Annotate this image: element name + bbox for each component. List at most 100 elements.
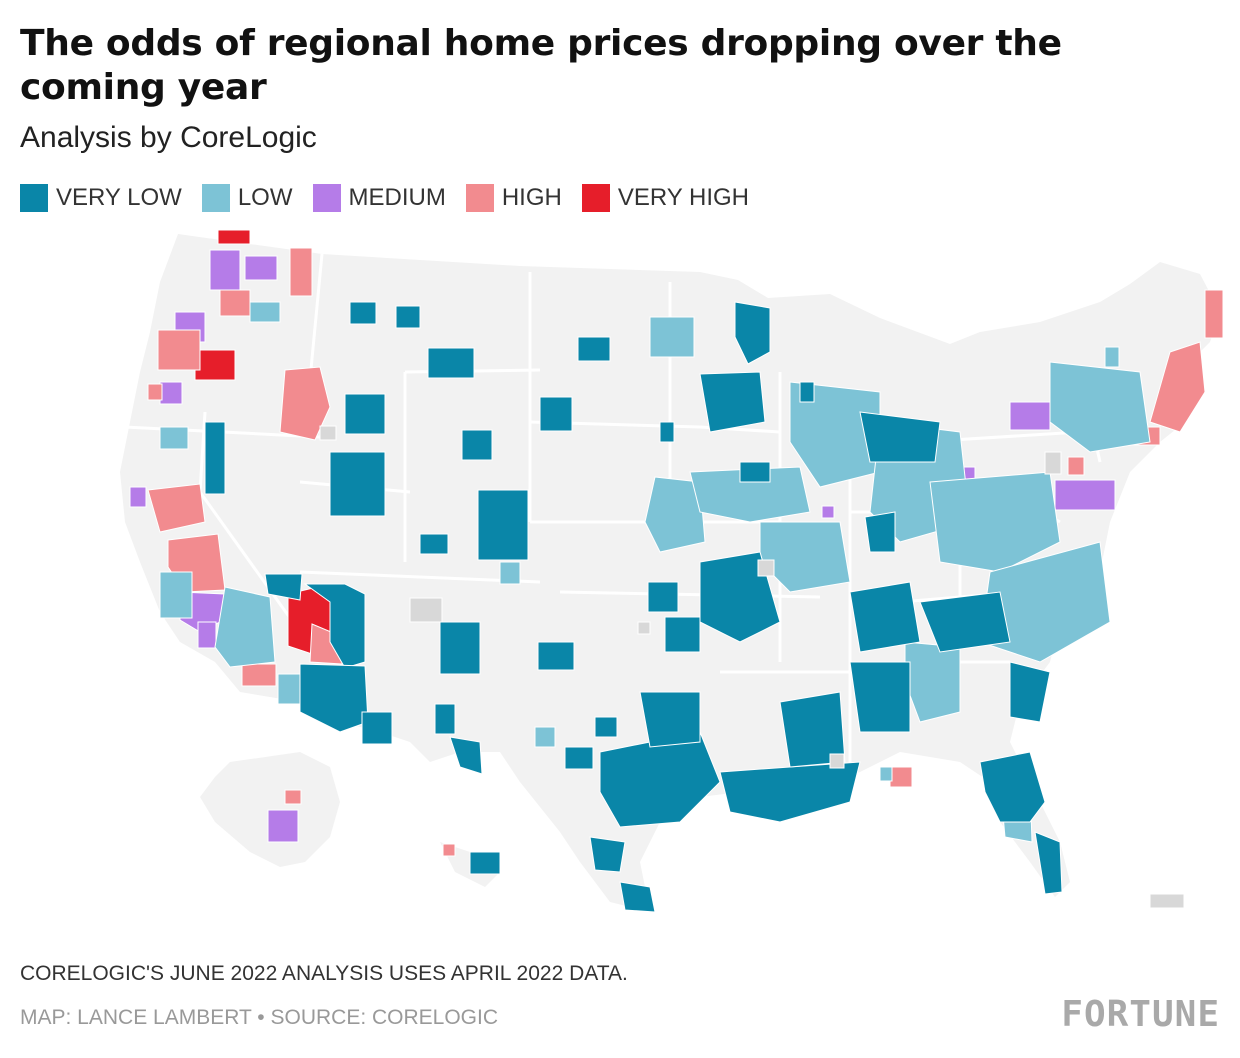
metro-very-low xyxy=(594,716,618,738)
metro-medium xyxy=(209,249,241,291)
metro-no-data xyxy=(757,559,775,577)
metro-very-high xyxy=(217,229,251,245)
metro-very-low xyxy=(539,396,573,432)
metro-very-low xyxy=(919,591,1011,653)
legend-label: VERY LOW xyxy=(56,184,182,211)
metro-low xyxy=(159,571,193,619)
metro-medium xyxy=(1009,401,1051,431)
legend-item-low: LOW xyxy=(201,184,293,212)
metro-high xyxy=(279,366,331,441)
legend-item-medium: MEDIUM xyxy=(312,184,446,212)
metro-no-data xyxy=(409,597,443,623)
legend-label: VERY HIGH xyxy=(617,184,749,211)
metro-high xyxy=(157,329,201,371)
metro-low xyxy=(499,561,521,585)
legend-swatch xyxy=(465,184,494,212)
metro-very-low xyxy=(734,301,771,365)
legend-item-very-low: VERY LOW xyxy=(20,184,182,212)
legend-swatch xyxy=(201,184,230,212)
metro-low xyxy=(689,466,811,523)
metro-low xyxy=(159,426,189,450)
chart-subtitle: Analysis by CoreLogic xyxy=(20,121,317,154)
metro-low xyxy=(214,586,276,668)
metro-high xyxy=(1149,341,1206,433)
metro-low xyxy=(929,471,1061,573)
legend-swatch xyxy=(581,184,610,212)
metro-very-low xyxy=(564,746,594,770)
metro-very-low xyxy=(1034,831,1063,895)
metro-very-low xyxy=(799,381,815,403)
metro-very-low xyxy=(979,751,1046,823)
chart-title: The odds of regional home prices droppin… xyxy=(20,23,1062,108)
metro-no-data xyxy=(1149,893,1185,909)
metro-very-low xyxy=(344,393,386,435)
legend-swatch xyxy=(20,184,48,212)
metro-no-data xyxy=(1044,451,1062,475)
metro-medium xyxy=(159,381,183,405)
metro-very-low xyxy=(659,421,675,443)
metro-very-low xyxy=(577,336,611,362)
metro-very-low xyxy=(449,736,483,775)
metro-very-low xyxy=(427,347,475,379)
metro-very-low xyxy=(434,703,456,735)
metro-high xyxy=(889,766,913,788)
metro-very-low xyxy=(461,429,493,461)
metro-no-data xyxy=(637,621,651,635)
legend-label: HIGH xyxy=(501,184,562,211)
metro-very-low xyxy=(619,881,656,913)
metro-no-data xyxy=(829,753,845,769)
metro-medium xyxy=(267,809,299,843)
metro-very-low xyxy=(419,533,449,555)
metro-high xyxy=(147,483,206,533)
metro-very-low xyxy=(303,583,366,669)
metro-very-low xyxy=(699,371,766,433)
metro-very-low xyxy=(859,411,941,463)
metro-very-low xyxy=(204,421,226,495)
legend-item-high: HIGH xyxy=(465,184,562,212)
metro-very-low xyxy=(439,621,481,675)
metro-very-low xyxy=(739,461,771,483)
metro-low xyxy=(879,766,893,782)
metro-low xyxy=(249,301,281,323)
metro-high xyxy=(241,663,277,687)
metro-low xyxy=(789,381,881,488)
metro-high xyxy=(147,383,163,401)
metro-medium xyxy=(129,486,147,508)
metro-low xyxy=(649,316,695,358)
us-map xyxy=(120,229,1224,913)
metro-high xyxy=(219,289,251,317)
state-border xyxy=(559,590,821,599)
metro-no-data xyxy=(319,425,337,441)
legend-label: MEDIUM xyxy=(348,184,446,211)
metro-very-low xyxy=(864,511,896,553)
legend: VERY LOW LOW MEDIUM HIGH VERY HIGH xyxy=(20,184,769,212)
metro-very-low xyxy=(361,711,393,745)
metro-low xyxy=(1049,361,1151,453)
metro-very-low xyxy=(395,305,421,329)
metro-very-low xyxy=(664,616,701,653)
metro-medium xyxy=(244,255,278,281)
legend-item-very-high: VERY HIGH xyxy=(581,184,749,212)
metro-medium xyxy=(1054,479,1116,511)
legend-label: LOW xyxy=(237,184,293,211)
metro-very-low xyxy=(779,691,846,768)
metro-very-low xyxy=(469,851,501,875)
metro-medium xyxy=(197,621,217,649)
contiguous-us-land xyxy=(120,234,1220,912)
metro-very-low xyxy=(1009,661,1051,723)
metro-low xyxy=(1104,346,1120,368)
metro-medium xyxy=(821,505,835,519)
metro-very-low xyxy=(647,581,679,613)
metro-very-high xyxy=(194,349,236,381)
metro-high xyxy=(289,247,313,297)
metro-very-low xyxy=(329,451,386,517)
metro-very-low xyxy=(719,761,861,823)
data-note: CORELOGIC'S JUNE 2022 ANALYSIS USES APRI… xyxy=(20,962,628,985)
metro-very-low xyxy=(537,641,575,671)
fortune-logo: FORTUNE xyxy=(1061,994,1220,1035)
metro-high xyxy=(1067,456,1085,476)
metro-very-low xyxy=(849,581,921,653)
metro-low xyxy=(534,726,556,748)
metro-very-low xyxy=(477,489,529,561)
legend-swatch xyxy=(312,184,341,212)
